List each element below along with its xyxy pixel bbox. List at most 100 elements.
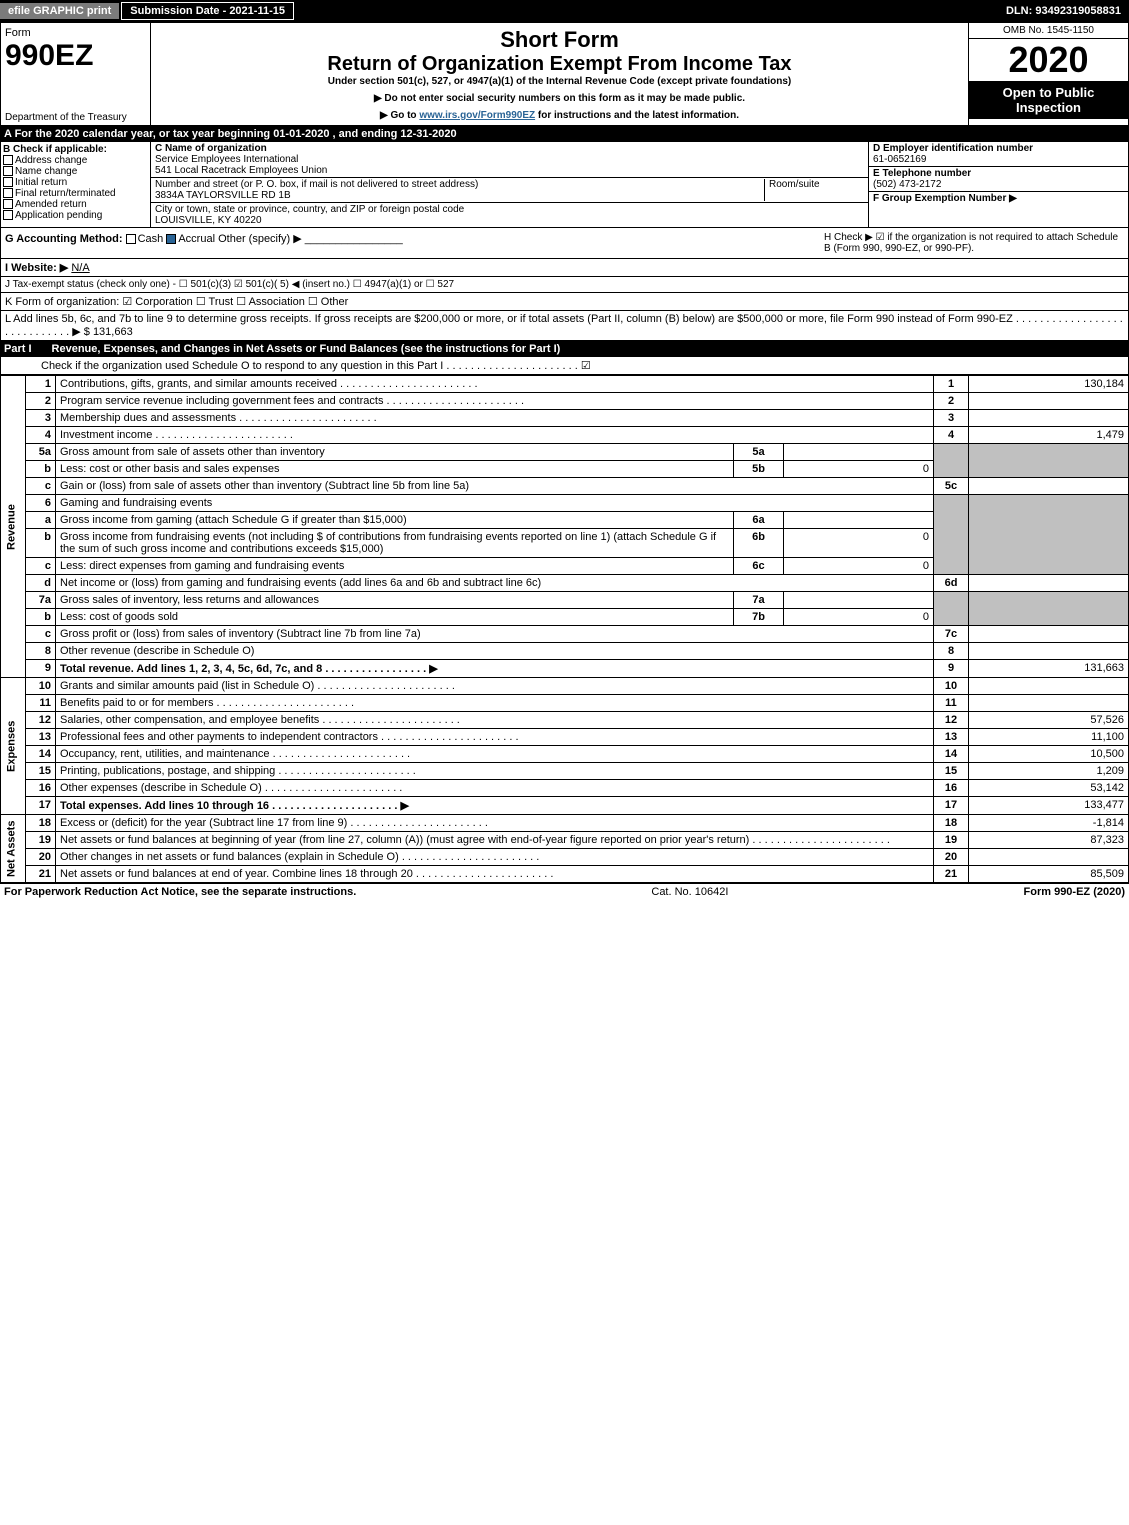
org-address: 3834A TAYLORSVILLE RD 1B bbox=[155, 190, 291, 201]
line-8-desc: Other revenue (describe in Schedule O) bbox=[56, 643, 934, 660]
tax-year: 2020 bbox=[969, 39, 1128, 81]
section-b-label: B Check if applicable: bbox=[3, 144, 107, 155]
line-11-amount bbox=[969, 695, 1129, 712]
line-5a-val bbox=[784, 444, 934, 461]
footer-left: For Paperwork Reduction Act Notice, see … bbox=[4, 886, 356, 898]
submission-date-label: Submission Date - 2021-11-15 bbox=[121, 2, 294, 20]
line-5a-desc: Gross amount from sale of assets other t… bbox=[56, 444, 734, 461]
section-c: C Name of organization Service Employees… bbox=[151, 142, 868, 227]
line-1-amount: 130,184 bbox=[969, 376, 1129, 393]
line-9-amount: 131,663 bbox=[969, 660, 1129, 678]
line-19-amount: 87,323 bbox=[969, 832, 1129, 849]
part-1-check: Check if the organization used Schedule … bbox=[0, 357, 1129, 375]
line-13-amount: 11,100 bbox=[969, 729, 1129, 746]
org-name-2: 541 Local Racetrack Employees Union bbox=[155, 165, 327, 176]
chk-name-change[interactable]: Name change bbox=[3, 166, 148, 177]
row-i: I Website: ▶ N/A bbox=[0, 259, 1129, 277]
chk-initial-return[interactable]: Initial return bbox=[3, 177, 148, 188]
form-word: Form bbox=[5, 27, 146, 39]
omb-number: OMB No. 1545-1150 bbox=[969, 23, 1128, 39]
line-3-desc: Membership dues and assessments bbox=[56, 410, 934, 427]
section-b: B Check if applicable: Address change Na… bbox=[1, 142, 151, 227]
line-5c-desc: Gain or (loss) from sale of assets other… bbox=[56, 478, 934, 495]
line-7c-amount bbox=[969, 626, 1129, 643]
line-7b-val: 0 bbox=[784, 609, 934, 626]
d-ein-label: D Employer identification number bbox=[873, 143, 1033, 154]
line-6d-amount bbox=[969, 575, 1129, 592]
line-10-desc: Grants and similar amounts paid (list in… bbox=[56, 678, 934, 695]
line-13-desc: Professional fees and other payments to … bbox=[56, 729, 934, 746]
line-6b-desc: Gross income from fundraising events (no… bbox=[56, 529, 734, 558]
line-21-desc: Net assets or fund balances at end of ye… bbox=[56, 866, 934, 883]
line-14-amount: 10,500 bbox=[969, 746, 1129, 763]
chk-final-return[interactable]: Final return/terminated bbox=[3, 188, 148, 199]
side-revenue: Revenue bbox=[1, 376, 26, 678]
lines-table: Revenue 1 Contributions, gifts, grants, … bbox=[0, 375, 1129, 883]
dept-treasury: Department of the Treasury bbox=[5, 112, 127, 123]
efile-print-label[interactable]: efile GRAPHIC print bbox=[0, 3, 119, 19]
line-6a-desc: Gross income from gaming (attach Schedul… bbox=[56, 512, 734, 529]
line-2-desc: Program service revenue including govern… bbox=[56, 393, 934, 410]
line-1-desc: Contributions, gifts, grants, and simila… bbox=[56, 376, 934, 393]
g-label: G Accounting Method: bbox=[5, 233, 123, 245]
row-l-gross-receipts: L Add lines 5b, 6c, and 7b to line 9 to … bbox=[0, 311, 1129, 341]
org-name-1: Service Employees International bbox=[155, 154, 298, 165]
row-j-tax-exempt: J Tax-exempt status (check only one) - ☐… bbox=[0, 277, 1129, 293]
line-7a-val bbox=[784, 592, 934, 609]
chk-amended-return[interactable]: Amended return bbox=[3, 199, 148, 210]
line-12-desc: Salaries, other compensation, and employ… bbox=[56, 712, 934, 729]
line-10-amount bbox=[969, 678, 1129, 695]
row-g-h: G Accounting Method: Cash Accrual Other … bbox=[0, 228, 1129, 259]
section-def: D Employer identification number 61-0652… bbox=[868, 142, 1128, 227]
g-other: Other (specify) ▶ bbox=[218, 233, 302, 245]
chk-cash[interactable] bbox=[126, 234, 136, 244]
line-14-desc: Occupancy, rent, utilities, and maintena… bbox=[56, 746, 934, 763]
room-suite-label: Room/suite bbox=[764, 179, 864, 201]
side-expenses: Expenses bbox=[1, 678, 26, 815]
line-4-amount: 1,479 bbox=[969, 427, 1129, 444]
line-15-desc: Printing, publications, postage, and shi… bbox=[56, 763, 934, 780]
footer-form-ref: Form 990-EZ (2020) bbox=[1024, 886, 1125, 898]
org-city: LOUISVILLE, KY 40220 bbox=[155, 215, 262, 226]
addr-label: Number and street (or P. O. box, if mail… bbox=[155, 179, 478, 190]
irs-link[interactable]: www.irs.gov/Form990EZ bbox=[419, 110, 535, 121]
d-ein-value: 61-0652169 bbox=[873, 154, 926, 165]
line-5b-val: 0 bbox=[784, 461, 934, 478]
city-label: City or town, state or province, country… bbox=[155, 204, 464, 215]
short-form-title: Short Form bbox=[155, 27, 964, 53]
page-footer: For Paperwork Reduction Act Notice, see … bbox=[0, 883, 1129, 900]
chk-address-change[interactable]: Address change bbox=[3, 155, 148, 166]
line-6c-desc: Less: direct expenses from gaming and fu… bbox=[56, 558, 734, 575]
line-18-amount: -1,814 bbox=[969, 815, 1129, 832]
part-1-title: Revenue, Expenses, and Changes in Net As… bbox=[52, 343, 561, 355]
line-6b-val: 0 bbox=[784, 529, 934, 558]
i-website: N/A bbox=[71, 262, 89, 274]
line-18-desc: Excess or (deficit) for the year (Subtra… bbox=[56, 815, 934, 832]
line-6a-val bbox=[784, 512, 934, 529]
return-title: Return of Organization Exempt From Incom… bbox=[155, 53, 964, 76]
line-12-amount: 57,526 bbox=[969, 712, 1129, 729]
i-label: I Website: ▶ bbox=[5, 262, 68, 274]
line-5b-desc: Less: cost or other basis and sales expe… bbox=[56, 461, 734, 478]
row-k-org-form: K Form of organization: ☑ Corporation ☐ … bbox=[0, 293, 1129, 311]
f-group-label: F Group Exemption Number ▶ bbox=[873, 193, 1017, 204]
chk-accrual[interactable] bbox=[166, 234, 176, 244]
e-phone-label: E Telephone number bbox=[873, 168, 971, 179]
line-7a-desc: Gross sales of inventory, less returns a… bbox=[56, 592, 734, 609]
subtitle: Under section 501(c), 527, or 4947(a)(1)… bbox=[155, 76, 964, 87]
form-header: Form 990EZ Department of the Treasury Sh… bbox=[0, 22, 1129, 126]
line-16-desc: Other expenses (describe in Schedule O) bbox=[56, 780, 934, 797]
part-1-header: Part I Revenue, Expenses, and Changes in… bbox=[0, 341, 1129, 357]
line-21-amount: 85,509 bbox=[969, 866, 1129, 883]
line-7b-desc: Less: cost of goods sold bbox=[56, 609, 734, 626]
row-a-tax-year: A For the 2020 calendar year, or tax yea… bbox=[0, 126, 1129, 142]
top-bar: efile GRAPHIC print Submission Date - 20… bbox=[0, 0, 1129, 22]
line-19-desc: Net assets or fund balances at beginning… bbox=[56, 832, 934, 849]
line-6c-val: 0 bbox=[784, 558, 934, 575]
form-number: 990EZ bbox=[5, 39, 146, 73]
line-3-amount bbox=[969, 410, 1129, 427]
line-2-amount bbox=[969, 393, 1129, 410]
chk-application-pending[interactable]: Application pending bbox=[3, 210, 148, 221]
h-schedule-b: H Check ▶ ☑ if the organization is not r… bbox=[824, 232, 1124, 254]
line-8-amount bbox=[969, 643, 1129, 660]
